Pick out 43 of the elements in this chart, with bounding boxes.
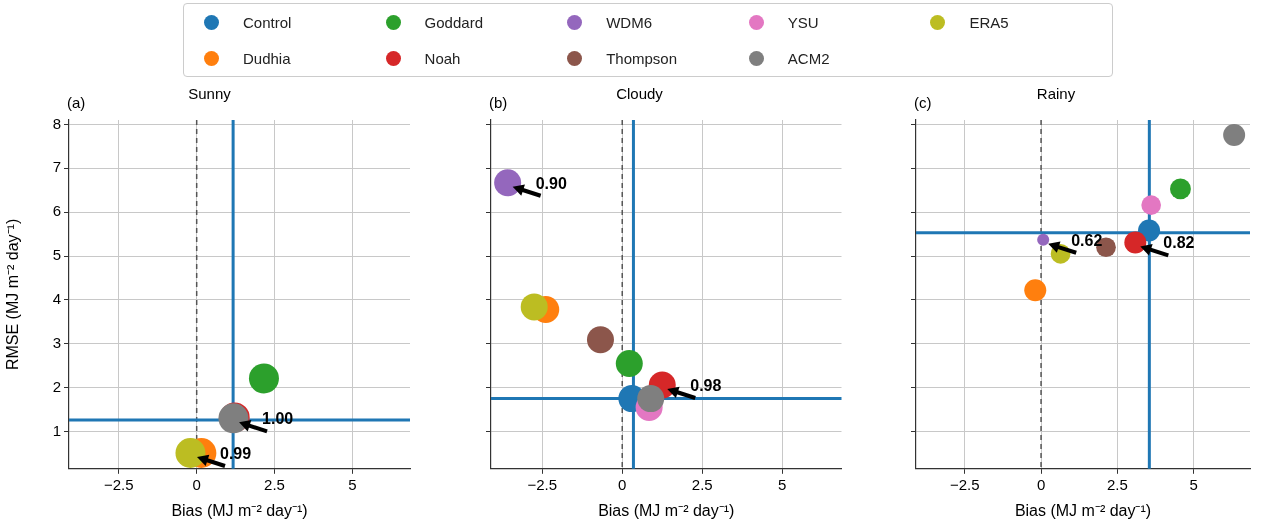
- x-tick-label: 0: [1036, 475, 1046, 493]
- x-tick-label: 5: [348, 475, 357, 493]
- legend-label: Goddard: [424, 13, 483, 31]
- x-tick-label: 0: [192, 475, 201, 493]
- x-tick-label: 2.5: [264, 475, 285, 493]
- annotation: 0.62: [1071, 231, 1103, 249]
- x-tick-label: 2.5: [691, 475, 713, 493]
- x-tick-label: 5: [778, 475, 787, 493]
- legend-label: ERA5: [969, 13, 1009, 31]
- chart-title: Rainy: [1036, 85, 1076, 103]
- x-tick-label: 0: [618, 475, 627, 493]
- annotation: 0.82: [1163, 234, 1195, 252]
- legend-label: YSU: [787, 13, 819, 31]
- y-axis-title: RMSE (MJ m⁻² day⁻¹): [4, 218, 22, 371]
- y-tick-label: 2: [52, 377, 61, 395]
- y-tick-label: 3: [52, 333, 61, 351]
- x-axis-title: Bias (MJ m⁻² day⁻¹): [171, 501, 308, 519]
- x-tick-label: −2.5: [949, 475, 980, 493]
- chart-title: Cloudy: [616, 85, 664, 103]
- annotation: 0.98: [690, 377, 722, 394]
- x-tick-label: −2.5: [104, 475, 134, 493]
- legend-label: Dudhia: [243, 49, 291, 67]
- y-tick-label: 4: [52, 290, 61, 308]
- x-tick-label: 5: [1189, 475, 1198, 493]
- legend-label: ACM2: [787, 49, 830, 67]
- text: (c): [914, 94, 932, 111]
- y-tick-label: 5: [52, 246, 61, 264]
- legend-label: Control: [243, 13, 292, 31]
- y-tick-label: 1: [52, 421, 61, 439]
- text: (a): [67, 94, 86, 111]
- x-axis-title: Bias (MJ m⁻² day⁻¹): [598, 501, 735, 519]
- y-tick-label: 6: [52, 202, 61, 220]
- legend-label: WDM6: [606, 13, 653, 31]
- text: (b): [489, 94, 508, 111]
- x-axis-title: Bias (MJ m⁻² day⁻¹): [1014, 501, 1152, 519]
- y-tick-label: 8: [52, 114, 61, 132]
- chart-title: Sunny: [188, 85, 232, 103]
- x-tick-label: −2.5: [527, 475, 558, 493]
- legend-label: Noah: [424, 49, 461, 67]
- y-tick-label: 7: [52, 158, 61, 176]
- legend-label: Thompson: [606, 49, 678, 67]
- annotation: 0.90: [535, 174, 567, 192]
- x-tick-label: 2.5: [1106, 475, 1128, 493]
